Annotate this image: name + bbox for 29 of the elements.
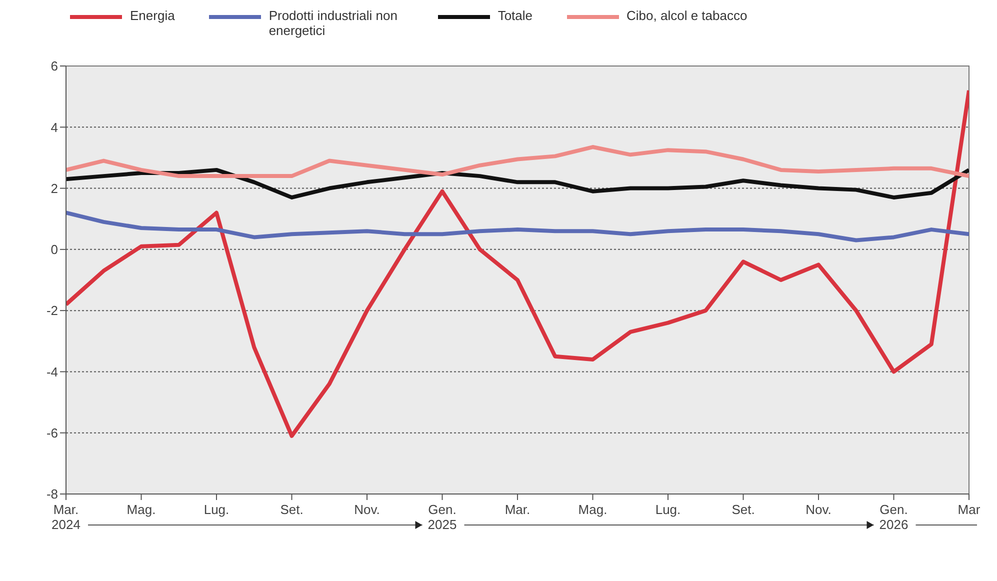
y-tick-label: 6 (50, 58, 58, 74)
line-series (66, 145, 969, 178)
x-tick-label: Gen. 2026 (879, 502, 908, 532)
x-tick-label: Nov. (354, 502, 380, 517)
x-tick-label: Gen. 2025 (428, 502, 457, 532)
line-series (66, 168, 969, 200)
x-tick-label: Mag. (578, 502, 608, 517)
x-tick-label: Mar. 2024 (52, 502, 80, 532)
legend-label: Totale (498, 8, 533, 23)
x-tick-label: Mag. (126, 502, 156, 517)
y-tick-label: -6 (46, 425, 58, 440)
x-tick-label: Lug. (204, 502, 230, 517)
x-tick-label: Set. (732, 502, 755, 517)
legend-label: Energia (130, 8, 175, 23)
x-tick-label: Lug. (655, 502, 681, 517)
y-tick-label: -2 (46, 303, 58, 318)
x-tick-label: Nov. (806, 502, 832, 517)
y-tick-label: -8 (46, 486, 58, 502)
y-tick-label: 0 (50, 242, 58, 258)
x-tick-label: Mar (958, 502, 981, 517)
legend-label: Prodotti industriali non energetici (268, 8, 398, 38)
y-tick-label: -4 (46, 364, 58, 380)
x-tick-label: Set. (280, 502, 304, 517)
y-tick-label: 2 (50, 180, 58, 196)
x-tick-label: Mar. (504, 502, 530, 517)
line-series (66, 88, 969, 438)
y-tick-label: 4 (50, 120, 58, 135)
line-series (66, 210, 969, 242)
legend-label: Cibo, alcol e tabacco (626, 8, 748, 23)
